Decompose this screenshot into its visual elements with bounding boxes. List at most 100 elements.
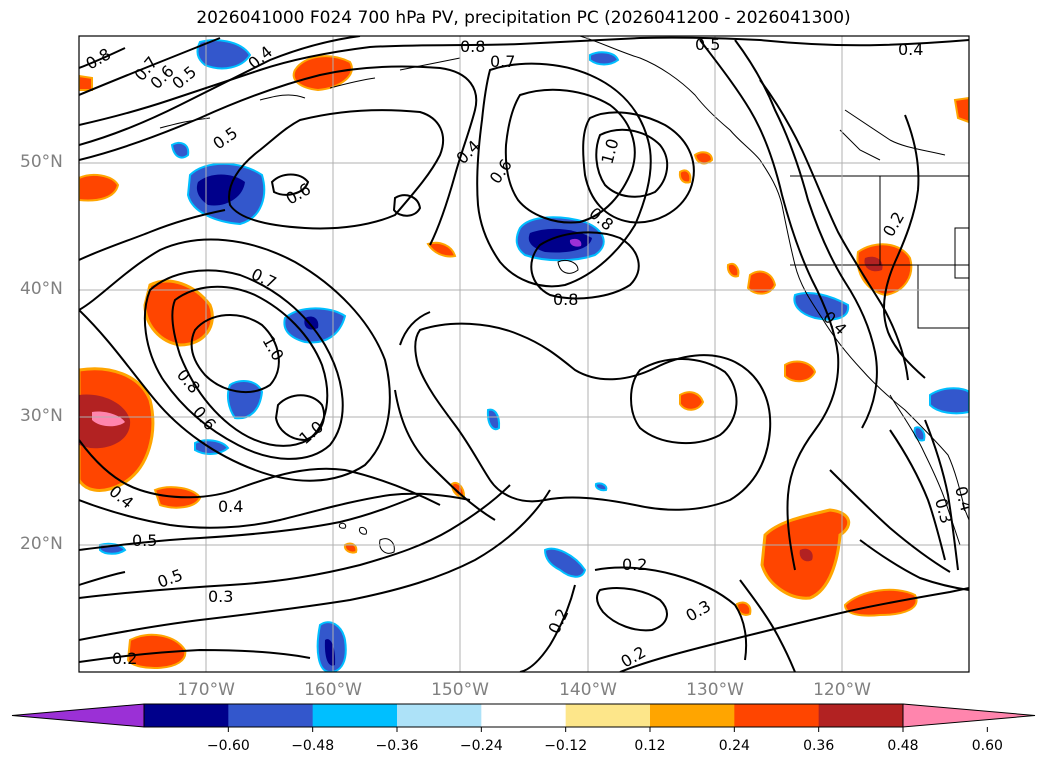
precip-positive-patch — [679, 391, 705, 411]
hawaii-island — [379, 538, 395, 554]
pv-contour — [190, 313, 280, 393]
precip-negative-patch — [486, 408, 501, 431]
precip-positive-core — [799, 548, 813, 562]
pv-contour — [79, 65, 478, 246]
precip-negative-patch — [594, 482, 608, 492]
lon-tick-label: 150°W — [431, 680, 489, 700]
contour-label: 0.8 — [553, 290, 578, 309]
pv-contour — [739, 579, 796, 672]
precip-positive-patch — [953, 96, 969, 124]
pv-contour — [79, 492, 471, 529]
precip-positive-patch — [784, 360, 817, 383]
precip-positive-patch — [678, 169, 692, 184]
precip-negative-patch — [589, 51, 620, 66]
pv-contour — [79, 238, 391, 482]
coastlines — [159, 36, 969, 546]
alaska-islands — [159, 57, 461, 129]
map-background — [79, 36, 969, 672]
pv-contour — [79, 36, 969, 126]
precip-shading — [79, 39, 969, 672]
colorbar-tick-label: 0.24 — [718, 738, 750, 754]
pv-contour — [519, 584, 576, 672]
contour-label: 0.4 — [898, 40, 923, 59]
colorbar-segment — [650, 704, 735, 727]
colorbar-tick-label: −0.60 — [206, 738, 250, 754]
precip-positive-peak — [92, 411, 125, 427]
precip-positive-patch — [79, 173, 120, 202]
lon-tick-label: 140°W — [559, 680, 617, 700]
colorbar-tick-label: −0.36 — [375, 738, 419, 754]
colorbar-segment — [144, 704, 229, 727]
pv-contour — [79, 494, 421, 551]
lon-tick-label: 160°W — [304, 680, 362, 700]
pv-contour — [734, 39, 878, 429]
pv-contour — [859, 539, 969, 591]
precip-negative-patch — [543, 547, 587, 578]
precip-positive-patch — [746, 270, 777, 295]
graticule — [79, 36, 969, 672]
colorbar-extend-max — [902, 703, 1036, 728]
lat-tick-label: 20°N — [20, 534, 63, 554]
hawaii-island — [359, 527, 367, 535]
pv-contours — [79, 36, 969, 672]
precip-positive-patch — [343, 542, 358, 554]
pv-contour — [883, 114, 926, 379]
colorbar-segment — [818, 704, 904, 727]
colorbar-tick-label: 0.60 — [971, 738, 1003, 754]
contour-label: 0.5 — [695, 35, 720, 54]
map-title: 2026041000 F024 700 hPa PV, precipitatio… — [196, 8, 851, 28]
pv-contour — [79, 648, 311, 663]
precip-negative-patch — [196, 39, 252, 70]
pv-contour — [504, 88, 636, 224]
pv-contour — [595, 128, 669, 198]
hawaii-island — [338, 522, 347, 529]
pv-contour — [414, 322, 772, 511]
pv-contour — [79, 36, 361, 146]
pv-contour — [79, 484, 511, 599]
precip-negative-core — [304, 316, 319, 330]
lat-tick-label: 30°N — [20, 406, 63, 426]
pv-contour — [619, 587, 969, 672]
pv-contour — [79, 439, 441, 506]
colorbar-outline — [143, 703, 904, 728]
pv-precipitation-map: 0.8 0.7 0.6 0.5 0.4 0.5 0.8 0.7 0.5 0.4 … — [78, 35, 970, 673]
colorbar-segment — [481, 704, 567, 727]
precip-negative-patch — [929, 387, 969, 415]
pv-contour — [79, 209, 226, 261]
pv-contour — [889, 429, 946, 561]
contour-label: 0.4 — [218, 497, 243, 516]
colorbar-extend-min — [11, 703, 145, 728]
precip-positive-patch — [693, 151, 714, 165]
colorbar-segment — [228, 704, 314, 727]
pv-contour — [79, 489, 551, 641]
colorbar-tick-label: 0.48 — [887, 738, 919, 754]
lon-tick-label: 120°W — [813, 680, 871, 700]
colorbar-tick-label: −0.24 — [459, 738, 503, 754]
pv-contour — [595, 587, 668, 632]
lon-tick-label: 170°W — [177, 680, 235, 700]
colorbar-tick-label: −0.48 — [291, 738, 335, 754]
colorbar-segment — [312, 704, 398, 727]
pv-contour — [274, 394, 325, 442]
pv-contour — [476, 62, 652, 288]
precip-positive-core — [864, 256, 883, 272]
map-frame — [78, 35, 970, 673]
pv-contour — [79, 37, 221, 96]
pv-contour — [582, 111, 695, 224]
pv-contour — [630, 358, 738, 445]
pv-contour — [79, 47, 126, 69]
idaho-border — [954, 227, 969, 279]
pv-contour — [394, 311, 496, 521]
pv-contour — [392, 194, 422, 217]
pv-contour — [699, 39, 840, 571]
colorbar-tick-label: 0.12 — [634, 738, 666, 754]
pv-contour — [143, 269, 344, 460]
pv-contour — [228, 109, 445, 230]
contour-label: 0.5 — [132, 531, 157, 550]
pv-contour — [79, 571, 126, 586]
lat-tick-label: 50°N — [20, 152, 63, 172]
contour-label: 0.8 — [460, 37, 485, 56]
precip-negative-patch — [793, 292, 850, 321]
pv-contour — [270, 173, 310, 196]
colorbar-segment — [397, 704, 482, 727]
